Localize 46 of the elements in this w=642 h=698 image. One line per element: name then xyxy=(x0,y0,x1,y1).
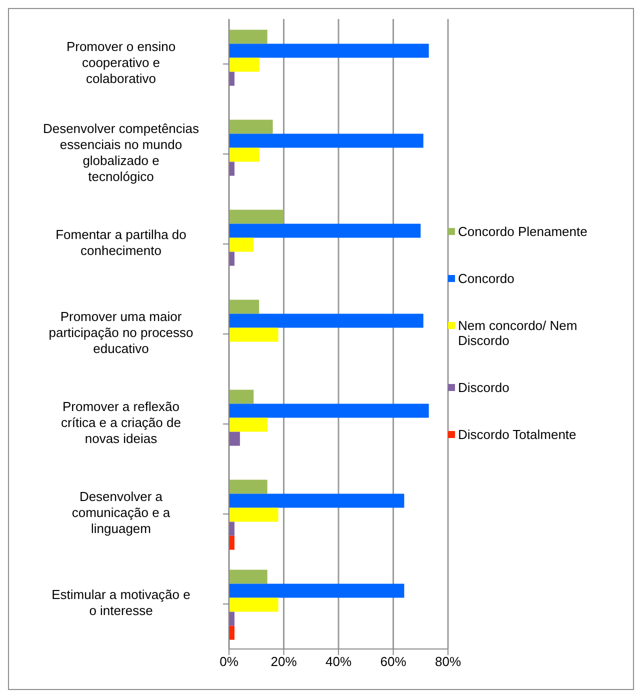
bar xyxy=(229,44,429,58)
bar xyxy=(229,494,404,508)
bar xyxy=(229,162,234,176)
bar xyxy=(229,238,254,252)
bar xyxy=(229,626,234,640)
y-tick-label: Promover uma maior participação no processo educativo xyxy=(48,309,194,356)
bar xyxy=(229,252,234,266)
bar xyxy=(229,210,284,224)
legend-label: Nem concordo/ Nem Discordo xyxy=(458,318,578,348)
bar xyxy=(229,480,268,494)
bar xyxy=(229,148,260,162)
bar xyxy=(229,508,278,522)
legend-label: Discordo Totalmente xyxy=(458,427,576,442)
x-tick-label: 20% xyxy=(270,654,298,670)
bar xyxy=(229,418,268,432)
bar xyxy=(229,522,234,536)
y-tick-label: Fomentar a partilha do conhecimento xyxy=(56,227,186,258)
bar xyxy=(229,328,278,342)
bar xyxy=(229,72,234,86)
bar xyxy=(229,134,424,148)
x-tick-label: 80% xyxy=(434,654,462,670)
bar xyxy=(229,404,429,418)
x-tick-label: 0% xyxy=(220,654,239,670)
bar xyxy=(229,314,424,328)
legend-label: Concordo Plenamente xyxy=(458,224,588,239)
bar xyxy=(229,390,254,404)
y-tick-label: Desenvolver competências essenciais no mundo globalizado e tecnológico xyxy=(42,121,200,184)
x-tick-label: 60% xyxy=(380,654,407,670)
bar xyxy=(229,584,404,598)
legend-label: Concordo xyxy=(458,271,514,286)
bar xyxy=(229,536,234,550)
y-tick-label: Promover a reflexão crítica e a criação de novas ideias xyxy=(61,399,181,446)
bar xyxy=(229,432,240,446)
bar xyxy=(229,58,260,72)
bar xyxy=(229,612,234,626)
bar xyxy=(229,570,268,584)
x-tick-label: 40% xyxy=(325,654,352,670)
y-tick-label: Desenvolver a comunicação e a linguagem xyxy=(72,489,171,536)
bar xyxy=(229,598,278,612)
bar xyxy=(229,30,268,44)
bar xyxy=(229,224,421,238)
y-tick-label: Estimular a motivação e o interesse xyxy=(52,587,190,618)
bar xyxy=(229,120,273,134)
legend-label: Discordo xyxy=(458,380,510,395)
bar xyxy=(229,300,260,314)
y-tick-label: Promover o ensino cooperativo e colaborativo xyxy=(66,39,176,86)
